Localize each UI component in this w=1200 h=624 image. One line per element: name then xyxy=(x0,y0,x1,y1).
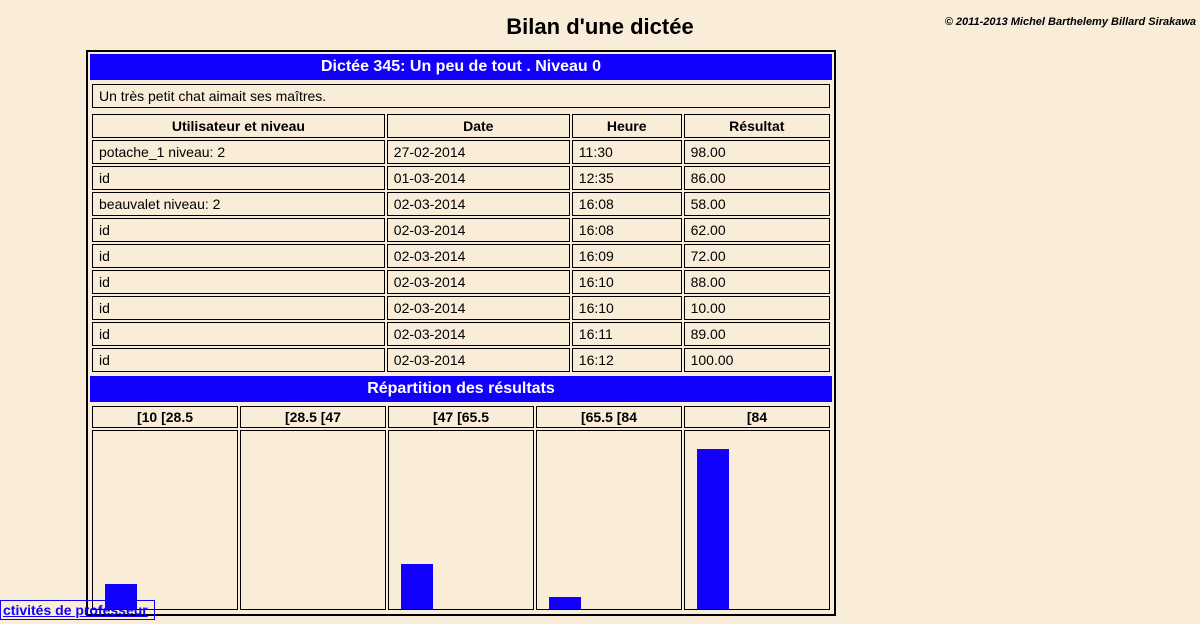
results-column-header: Heure xyxy=(572,114,682,138)
table-cell: 16:08 xyxy=(572,192,682,216)
distribution-table: [10 [28.5[28.5 [47[47 [65.5[65.5 [84[84 xyxy=(90,404,832,612)
table-cell: id xyxy=(92,296,385,320)
results-column-header: Utilisateur et niveau xyxy=(92,114,385,138)
table-cell: id xyxy=(92,244,385,268)
table-row: id02-03-201416:1189.00 xyxy=(92,322,830,346)
table-cell: 02-03-2014 xyxy=(387,322,570,346)
table-row: id02-03-201416:12100.00 xyxy=(92,348,830,372)
main-container-table: Dictée 345: Un peu de tout . Niveau 0 Un… xyxy=(86,50,836,616)
distribution-title-bar: Répartition des résultats xyxy=(90,376,832,402)
table-cell: 02-03-2014 xyxy=(387,218,570,242)
table-cell: 98.00 xyxy=(684,140,830,164)
table-cell: beauvalet niveau: 2 xyxy=(92,192,385,216)
table-cell: id xyxy=(92,348,385,372)
table-cell: 16:08 xyxy=(572,218,682,242)
table-cell: 16:10 xyxy=(572,296,682,320)
table-cell: 16:09 xyxy=(572,244,682,268)
distribution-bin-label: [65.5 [84 xyxy=(536,406,682,428)
table-cell: 58.00 xyxy=(684,192,830,216)
table-cell: id xyxy=(92,218,385,242)
table-cell: 88.00 xyxy=(684,270,830,294)
sentence-row: Un très petit chat aimait ses maîtres. xyxy=(90,82,832,110)
distribution-bin-label: [47 [65.5 xyxy=(388,406,534,428)
table-row: id02-03-201416:1010.00 xyxy=(92,296,830,320)
results-column-header: Résultat xyxy=(684,114,830,138)
distribution-bin-label: [10 [28.5 xyxy=(92,406,238,428)
distribution-bar-cell xyxy=(388,430,534,610)
sentence-text: Un très petit chat aimait ses maîtres. xyxy=(92,84,830,108)
table-cell: id xyxy=(92,166,385,190)
table-cell: 16:10 xyxy=(572,270,682,294)
table-cell: 01-03-2014 xyxy=(387,166,570,190)
table-row: id02-03-201416:0972.00 xyxy=(92,244,830,268)
results-table: Utilisateur et niveauDateHeureRésultat p… xyxy=(90,112,832,374)
table-row: id02-03-201416:1088.00 xyxy=(92,270,830,294)
table-row: beauvalet niveau: 202-03-201416:0858.00 xyxy=(92,192,830,216)
table-cell: id xyxy=(92,322,385,346)
distribution-bar-cell xyxy=(684,430,830,610)
table-row: id01-03-201412:3586.00 xyxy=(92,166,830,190)
distribution-bar-cell xyxy=(92,430,238,610)
copyright-text: © 2011-2013 Michel Barthelemy Billard Si… xyxy=(945,16,1196,28)
table-cell: 100.00 xyxy=(684,348,830,372)
distribution-bar xyxy=(549,597,581,609)
table-cell: 86.00 xyxy=(684,166,830,190)
bottom-nav-box: ctivités de professeur xyxy=(0,600,155,620)
table-cell: 16:12 xyxy=(572,348,682,372)
teacher-activities-link[interactable]: ctivités de professeur xyxy=(3,602,148,618)
table-cell: 16:11 xyxy=(572,322,682,346)
table-row: potache_1 niveau: 227-02-201411:3098.00 xyxy=(92,140,830,164)
results-column-header: Date xyxy=(387,114,570,138)
table-cell: 02-03-2014 xyxy=(387,192,570,216)
distribution-bar xyxy=(697,449,729,609)
table-cell: 02-03-2014 xyxy=(387,296,570,320)
dictation-header-bar: Dictée 345: Un peu de tout . Niveau 0 xyxy=(90,54,832,80)
table-cell: 02-03-2014 xyxy=(387,244,570,268)
table-cell: id xyxy=(92,270,385,294)
table-cell: potache_1 niveau: 2 xyxy=(92,140,385,164)
table-row: id02-03-201416:0862.00 xyxy=(92,218,830,242)
table-cell: 62.00 xyxy=(684,218,830,242)
table-cell: 02-03-2014 xyxy=(387,270,570,294)
table-cell: 89.00 xyxy=(684,322,830,346)
distribution-bar xyxy=(401,564,433,609)
distribution-bin-label: [84 xyxy=(684,406,830,428)
distribution-bar-cell xyxy=(536,430,682,610)
table-cell: 12:35 xyxy=(572,166,682,190)
table-cell: 72.00 xyxy=(684,244,830,268)
table-cell: 10.00 xyxy=(684,296,830,320)
table-cell: 11:30 xyxy=(572,140,682,164)
table-cell: 02-03-2014 xyxy=(387,348,570,372)
distribution-bin-label: [28.5 [47 xyxy=(240,406,386,428)
distribution-bar-cell xyxy=(240,430,386,610)
table-cell: 27-02-2014 xyxy=(387,140,570,164)
